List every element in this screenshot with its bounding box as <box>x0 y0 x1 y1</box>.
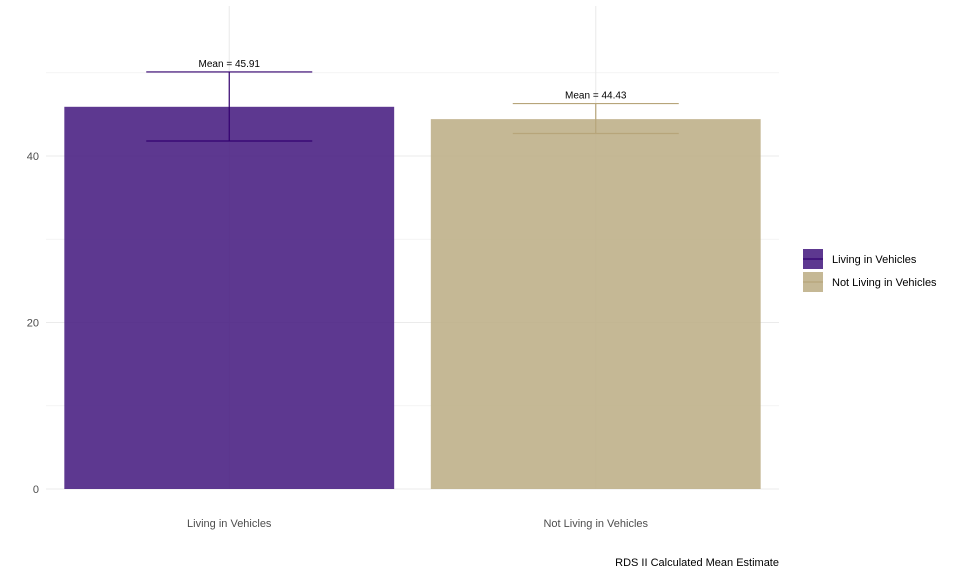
legend-label: Not Living in Vehicles <box>832 277 937 289</box>
error-bar-layer <box>146 71 679 142</box>
bar <box>430 119 761 490</box>
axis-layer: Living in Vehicles Not Living in Vehicles… <box>27 151 649 530</box>
legend-label: Living in Vehicles <box>832 254 917 266</box>
data-label: Mean = 44.43 <box>565 91 627 102</box>
legend: Living in Vehicles Not Living in Vehicles <box>803 249 937 292</box>
bar-layer <box>64 106 761 490</box>
y-tick-label: 0 <box>33 484 39 496</box>
x-tick-label: Not Living in Vehicles <box>543 518 648 530</box>
data-label: Mean = 45.91 <box>199 59 261 70</box>
x-tick-label: Living in Vehicles <box>187 518 272 530</box>
data-label-layer: Mean = 45.91 Mean = 44.43 <box>199 59 627 102</box>
chart-caption: RDS II Calculated Mean Estimate <box>615 557 779 569</box>
bar <box>64 106 395 489</box>
y-tick-label: 20 <box>27 318 39 330</box>
y-tick-label: 40 <box>27 151 39 163</box>
